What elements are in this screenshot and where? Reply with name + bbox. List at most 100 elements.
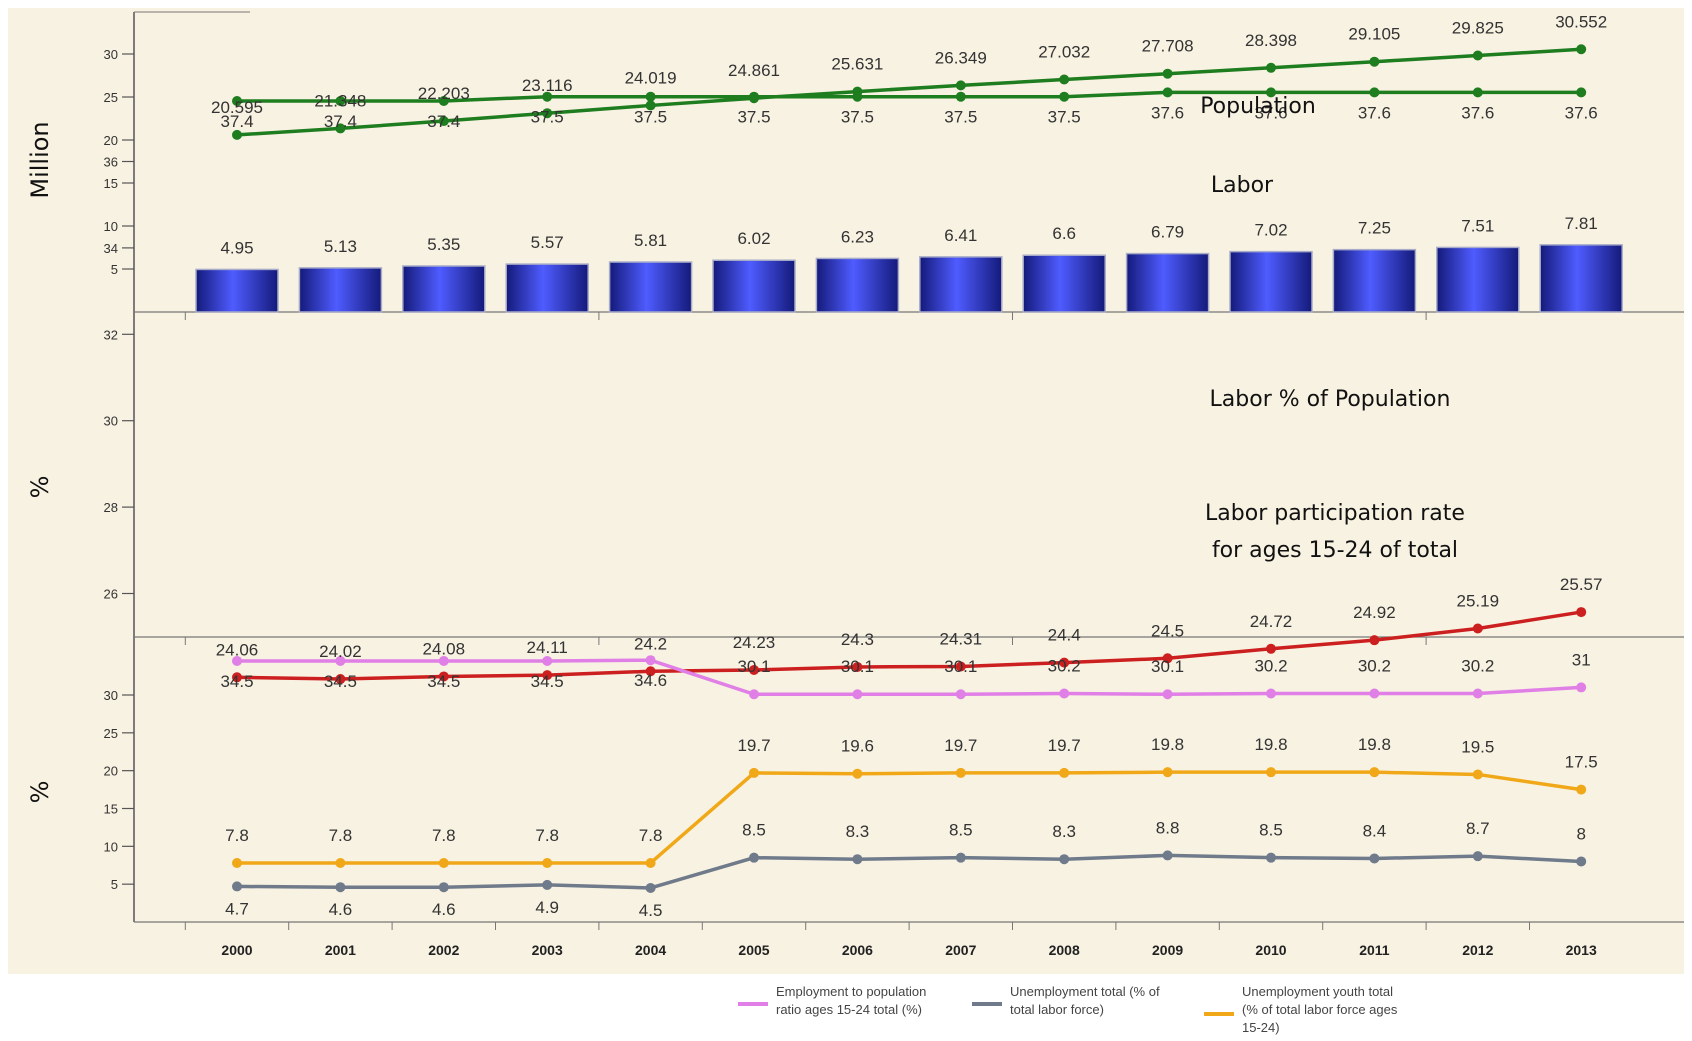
population-data-label: 27.032 xyxy=(1038,43,1090,62)
labor_pct-data-label: 37.4 xyxy=(324,112,357,131)
unemployment_youth-data-label: 19.7 xyxy=(1048,736,1081,755)
x-tick-label: 2000 xyxy=(221,942,252,958)
labor-bar xyxy=(919,256,1003,313)
unemployment_youth-point xyxy=(438,857,449,868)
labor_pct-data-label: 37.5 xyxy=(841,108,874,127)
employment_ratio-point xyxy=(542,655,553,666)
legend-label-employment-ratio-l1: Employment to population xyxy=(776,984,926,999)
participation-point xyxy=(1576,607,1587,618)
annotation-labor-pct: Labor % of Population xyxy=(1210,387,1451,412)
population-point xyxy=(1266,62,1276,73)
unemployment_total-data-label: 4.5 xyxy=(639,901,663,920)
labor-bar-label: 7.02 xyxy=(1254,221,1287,240)
labor-bar xyxy=(815,257,900,313)
x-tick-label: 2002 xyxy=(428,942,459,958)
y-tick-label: 30 xyxy=(104,47,118,62)
participation-data-label: 24.31 xyxy=(940,630,983,649)
participation-data-label: 25.19 xyxy=(1457,591,1500,610)
unemployment_youth-data-label: 19.6 xyxy=(841,737,874,756)
labor_pct-point xyxy=(232,96,242,107)
legend-box xyxy=(20,978,750,1036)
employment_ratio-data-label: 30.2 xyxy=(1358,656,1391,675)
labor-bar xyxy=(712,259,796,313)
unemployment_youth-data-label: 19.8 xyxy=(1358,735,1391,754)
employment_ratio-data-label: 34.5 xyxy=(531,672,564,691)
unemployment_total-data-label: 8.7 xyxy=(1466,819,1490,838)
unemployment_total-point xyxy=(438,882,449,893)
unemployment_total-point xyxy=(645,882,656,893)
unemployment_total-data-label: 8.5 xyxy=(742,821,766,840)
population-data-label: 23.116 xyxy=(522,76,573,95)
population-data-label: 27.708 xyxy=(1142,37,1194,56)
participation-data-label: 24.2 xyxy=(634,634,667,653)
employment_ratio-data-label: 34.5 xyxy=(220,672,253,691)
y-tick-label: 34 xyxy=(104,241,118,256)
population-data-label: 24.019 xyxy=(625,68,677,87)
employment_ratio-data-label: 30.1 xyxy=(841,657,874,676)
population-point xyxy=(335,123,346,134)
unemployment_youth-point xyxy=(1369,767,1380,778)
legend-label-unemployment-youth-l3: 15-24) xyxy=(1242,1020,1280,1035)
participation-point xyxy=(1266,643,1276,654)
unemployment_total-point xyxy=(1059,854,1070,865)
unemployment_total-line xyxy=(236,853,1582,890)
employment_ratio-point xyxy=(1059,688,1070,699)
y-tick-label: 20 xyxy=(104,764,118,779)
unemployment_youth-point xyxy=(542,857,553,868)
unemployment_youth-point xyxy=(335,857,346,868)
unemployment_youth-data-label: 17.5 xyxy=(1565,753,1598,772)
labor_pct-data-label: 37.6 xyxy=(1151,103,1184,122)
participation-line xyxy=(236,610,1582,681)
unemployment_total-point xyxy=(1162,850,1173,861)
employment_ratio-data-label: 30.2 xyxy=(1048,656,1081,675)
labor_pct-point xyxy=(955,91,966,102)
labor_pct-point xyxy=(1472,87,1483,98)
employment_ratio-data-label: 30.1 xyxy=(944,657,977,676)
x-tick-label: 2013 xyxy=(1566,942,1597,958)
series-lines xyxy=(232,44,1587,893)
y-tick-label: 25 xyxy=(104,726,118,741)
labor_pct-point xyxy=(1059,91,1070,102)
annotation-population: Population xyxy=(1200,94,1316,119)
x-tick-label: 2007 xyxy=(945,942,976,958)
y-tick-label: 30 xyxy=(104,414,118,429)
y-tick-label: 36 xyxy=(104,155,118,170)
labor_pct-data-label: 37.5 xyxy=(944,108,977,127)
labor_pct-data-label: 37.5 xyxy=(634,108,667,127)
population-point xyxy=(1472,50,1483,61)
y-tick-label: 15 xyxy=(104,176,118,191)
unemployment_total-point xyxy=(1576,856,1587,867)
employment_ratio-point xyxy=(955,689,966,700)
unemployment_youth-data-label: 7.8 xyxy=(535,826,559,845)
labor-bar xyxy=(1022,254,1106,313)
employment_ratio-point xyxy=(232,655,242,666)
population-data-label: 26.349 xyxy=(935,48,987,67)
labor-bar-label: 5.57 xyxy=(531,233,564,252)
legend-label-unemployment-youth-l2: (% of total labor force ages xyxy=(1242,1002,1398,1017)
unemployment_total-point xyxy=(542,879,553,890)
labor-bar xyxy=(1125,252,1210,313)
labor_pct-data-label: 37.6 xyxy=(1565,103,1598,122)
unemployment_youth-point xyxy=(1472,769,1483,780)
participation-data-label: 25.57 xyxy=(1560,575,1603,594)
y-tick-label: 5 xyxy=(111,877,118,892)
labor-bar xyxy=(608,261,693,313)
population-data-label: 20.595 xyxy=(211,98,263,117)
unemployment_youth-data-label: 7.8 xyxy=(432,826,456,845)
participation-data-label: 24.4 xyxy=(1048,626,1081,645)
x-tick-label: 2012 xyxy=(1462,942,1493,958)
labor-bar-label: 6.41 xyxy=(944,226,977,245)
labor-bar xyxy=(505,263,589,313)
labor-bar xyxy=(1229,250,1313,313)
labor-bar-label: 6.23 xyxy=(841,227,874,246)
unemployment_total-data-label: 8.3 xyxy=(846,822,870,841)
employment_ratio-point xyxy=(1369,688,1380,699)
participation-data-label: 24.11 xyxy=(527,638,568,657)
participation-point xyxy=(438,671,449,682)
participation-point xyxy=(645,666,656,677)
unemployment_total-data-label: 8 xyxy=(1576,824,1585,843)
y-tick-label: 26 xyxy=(104,587,118,602)
labor_pct-point xyxy=(438,96,449,107)
labor-bar-label: 6.79 xyxy=(1151,223,1184,242)
